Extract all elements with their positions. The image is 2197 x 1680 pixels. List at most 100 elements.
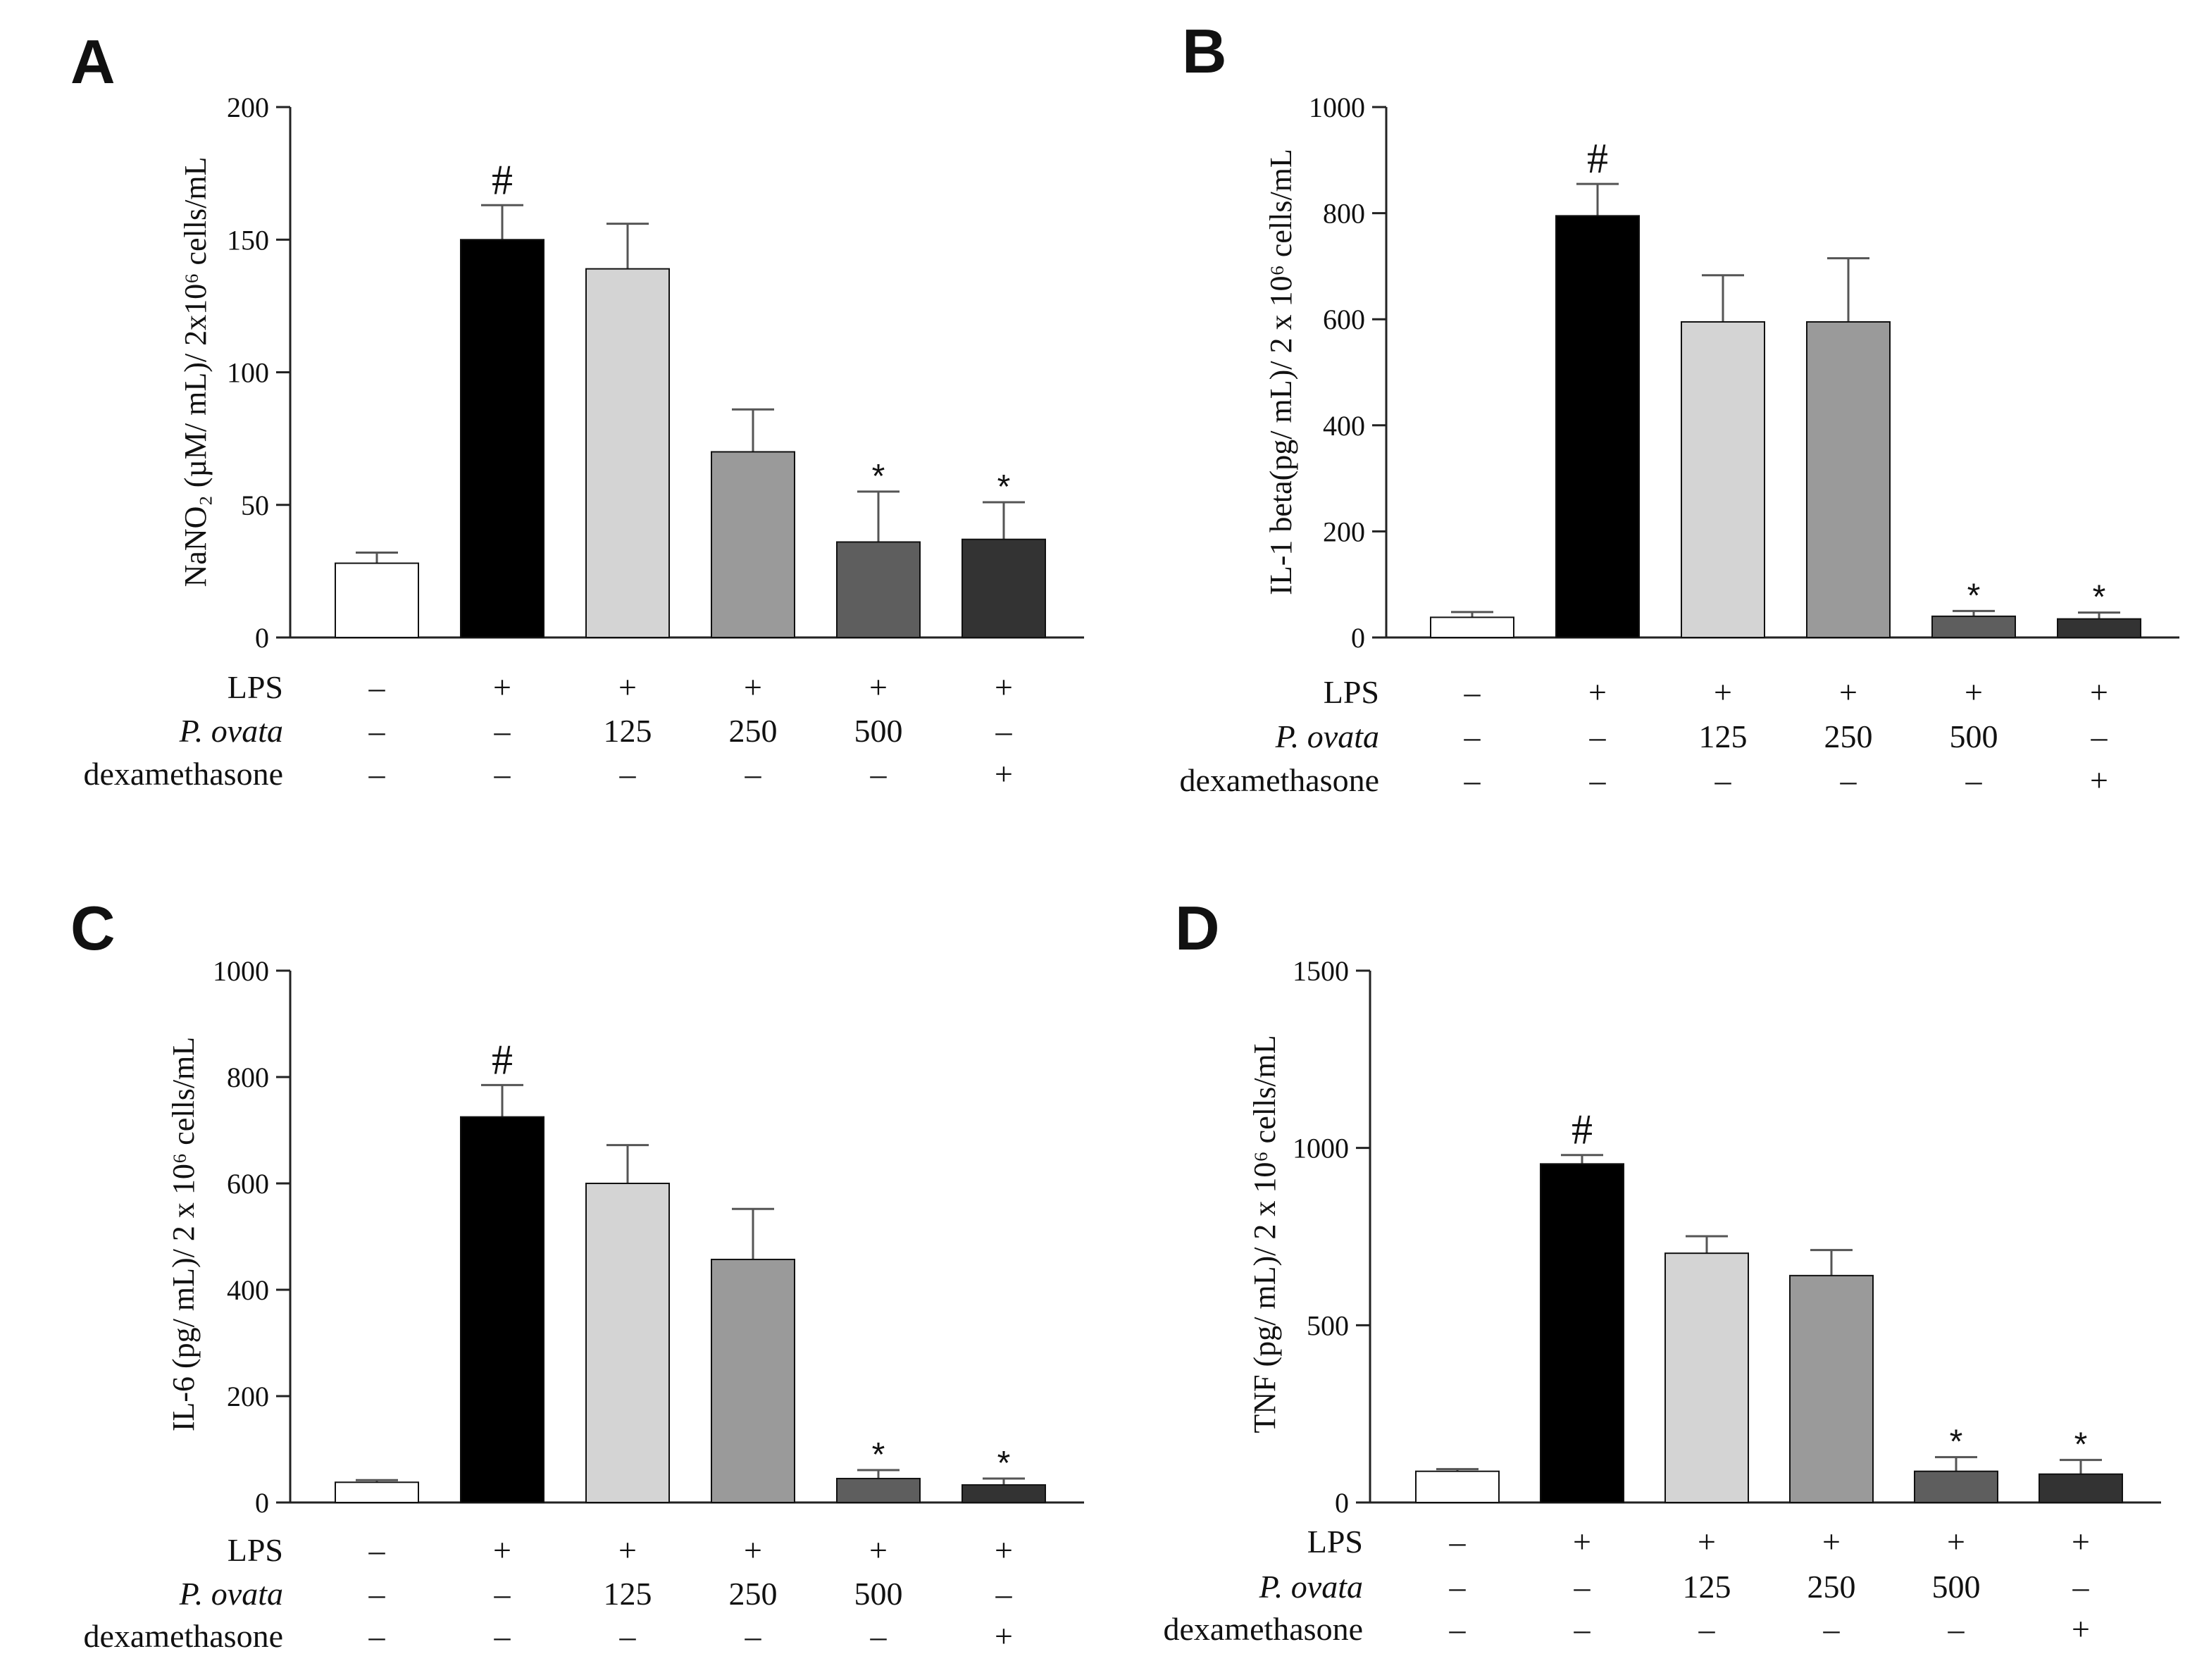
condition-cell: 250 (1824, 718, 1873, 754)
bar-4 (1789, 1274, 1874, 1504)
panel-d: D 0 500 1000 1500 TNF (pg/ mL)/ 2 x 10⁶ cells… (1163, 893, 2161, 1647)
y-tick-label: 0 (255, 622, 269, 654)
y-tick-label: 200 (227, 92, 269, 123)
panel-letter: C (70, 893, 116, 963)
bar-2 (1540, 1163, 1624, 1503)
y-tick-label: 600 (227, 1168, 269, 1200)
y-tick-label: 0 (1335, 1487, 1349, 1519)
panel-b: B 0 200 400 600 800 1000 IL-1 beta(pg/ mL)/ 2 x… (1179, 16, 2179, 798)
condition-cell: – (1449, 1524, 1467, 1560)
condition-cell: – (1574, 1569, 1591, 1605)
condition-cell: – (745, 756, 762, 792)
condition-cell: 125 (1699, 718, 1748, 754)
y-axis-label: NaNO₂ (µM/ mL)/ 2x10⁶ cells/mL (178, 157, 213, 587)
condition-cell: + (2072, 1611, 2090, 1647)
bar-2 (460, 1116, 544, 1503)
condition-cell: + (2090, 762, 2108, 798)
condition-cell: – (870, 1618, 888, 1654)
bar-6 (2039, 1473, 2123, 1504)
significance-hash: # (492, 156, 513, 203)
condition-cell: – (1714, 762, 1732, 798)
y-tick-label: 1000 (1309, 92, 1365, 123)
significance-star: * (2074, 1426, 2088, 1464)
condition-cell: – (2091, 718, 2108, 754)
significance-hash: # (492, 1036, 513, 1083)
condition-cell: + (1947, 1524, 1965, 1560)
condition-cell: + (995, 1618, 1013, 1654)
condition-row-label: dexamethasone (1163, 1611, 1363, 1647)
condition-cell: – (1965, 762, 1983, 798)
bar-5 (836, 1478, 921, 1503)
significance-hash: # (1587, 135, 1608, 182)
condition-cell: – (1840, 762, 1857, 798)
significance-hash: # (1571, 1107, 1593, 1153)
y-tick-label: 800 (227, 1062, 269, 1093)
bar-1 (335, 1481, 419, 1504)
condition-cell: + (995, 756, 1013, 792)
y-axis-label: TNF (pg/ mL)/ 2 x 10⁶ cells/mL (1247, 1035, 1282, 1433)
condition-cell: – (1449, 1611, 1467, 1647)
condition-cell: + (1714, 674, 1732, 710)
y-tick-label: 0 (255, 1487, 269, 1519)
condition-cell: 500 (854, 713, 903, 749)
condition-cell: – (494, 1576, 511, 1612)
condition-row-label: dexamethasone (83, 756, 283, 792)
bar-1 (1415, 1470, 1500, 1504)
condition-row-label: P. ovata (1275, 718, 1379, 754)
condition-cell: 500 (854, 1576, 903, 1612)
condition-cell: – (1464, 762, 1481, 798)
condition-cell: + (493, 669, 511, 705)
condition-cell: – (494, 756, 511, 792)
y-tick-label: 800 (1323, 198, 1365, 230)
condition-cell: + (618, 669, 637, 705)
condition-row-label: P. ovata (1259, 1569, 1363, 1605)
significance-star: * (872, 458, 885, 495)
condition-cell: + (618, 1532, 637, 1568)
condition-cell: – (1464, 718, 1481, 754)
condition-cell: + (2090, 674, 2108, 710)
y-tick-label: 400 (227, 1274, 269, 1306)
panels: A 0 50 100 150 200 NaNO₂ (µM/ mL)/ 2x10⁶ cells… (70, 16, 2179, 1654)
condition-cell: – (870, 756, 888, 792)
bar-2 (1555, 215, 1640, 638)
condition-cell: – (1574, 1611, 1591, 1647)
significance-star: * (1950, 1424, 1963, 1461)
y-axis-label: IL-6 (pg/ mL)/ 2 x 10⁶ cells/mL (166, 1037, 201, 1431)
y-axis-label: IL-1 beta(pg/ mL)/ 2 x 10⁶ cells/mL (1264, 149, 1298, 595)
condition-cell: – (368, 1576, 386, 1612)
significance-star: * (1967, 577, 1981, 614)
condition-row-label: dexamethasone (83, 1618, 283, 1654)
condition-cell: – (619, 1618, 637, 1654)
condition-cell: 125 (604, 713, 652, 749)
condition-cell: – (995, 713, 1013, 749)
y-tick-label: 1000 (1293, 1133, 1349, 1164)
condition-cell: + (1965, 674, 1983, 710)
condition-cell: – (368, 756, 386, 792)
panel-a: A 0 50 100 150 200 NaNO₂ (µM/ mL)/ 2x10⁶ cells… (70, 27, 1084, 792)
condition-cell: – (1948, 1611, 1965, 1647)
significance-star: * (997, 468, 1011, 506)
bar-6 (961, 538, 1046, 638)
condition-row-label: LPS (1324, 674, 1379, 710)
bar-4 (1806, 321, 1891, 638)
condition-cell: 500 (1950, 718, 1998, 754)
condition-cell: 125 (1683, 1569, 1731, 1605)
condition-cell: 125 (604, 1576, 652, 1612)
condition-cell: – (1589, 762, 1607, 798)
condition-row-label: LPS (228, 1532, 283, 1568)
condition-cell: + (1698, 1524, 1716, 1560)
y-tick-label: 50 (241, 490, 269, 521)
y-tick-label: 150 (227, 224, 269, 256)
condition-cell: 250 (729, 713, 778, 749)
condition-cell: + (2072, 1524, 2090, 1560)
bar-3 (585, 1183, 670, 1503)
condition-cell: + (1573, 1524, 1591, 1560)
condition-row-label: P. ovata (179, 713, 283, 749)
bar-1 (335, 562, 419, 639)
condition-cell: + (869, 669, 888, 705)
y-tick-label: 100 (227, 357, 269, 389)
y-tick-label: 200 (227, 1381, 269, 1412)
condition-cell: – (368, 713, 386, 749)
condition-cell: – (368, 669, 386, 705)
